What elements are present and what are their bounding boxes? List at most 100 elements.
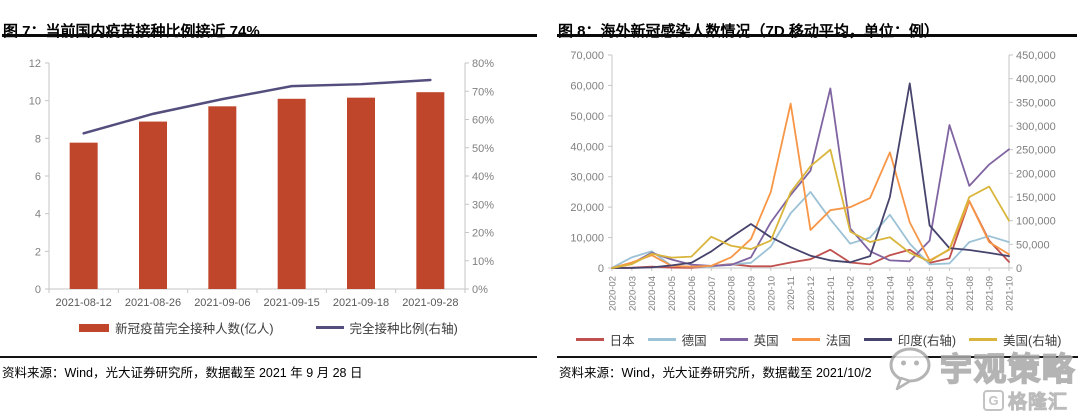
y-axis-label-left: 70,000 [570,50,604,62]
x-axis-label: 2020-06 [687,276,698,311]
watermark: 宇观策略 G 格隆汇 [880,338,1080,416]
series-line-美国(右轴) [611,148,1010,269]
x-axis-label: 2020-02 [608,276,619,311]
figure8-source-rule [557,356,1078,358]
legend-line-swatch [575,338,604,341]
x-axis-label: 2021-09-28 [402,297,458,309]
figure7-legend: 新冠疫苗完全接种人数(亿人) 完全接种比例(右轴) [0,318,537,337]
x-axis-label: 2021-08-26 [125,297,181,309]
y-axis-label-left: 10,000 [570,233,604,245]
x-axis-label: 2020-10 [766,276,777,311]
figure8-source: 资料来源：Wind，光大证券研究所，数据截至 2021/10/2 [559,366,872,380]
legend-line-swatch [791,338,820,341]
bar [416,92,445,289]
y-axis-label-right: 0 [1016,263,1022,275]
legend-line-swatch [315,326,344,329]
y-axis-label-right: 30% [472,199,494,211]
y-axis-label-left: 40,000 [570,141,604,153]
x-axis-label: 2020-03 [627,276,638,311]
gelonghui-icon: G [983,390,1004,411]
legend-item: 美国(右轴) [969,330,1061,349]
y-axis-label-left: 10 [29,96,41,108]
y-axis-label-right: 50% [472,143,494,155]
series-line-英国 [611,87,1010,269]
figure7-chart: 0 2 4 6 8 10 12 0% 10% 20% 30% 40% 50% 60% 70% 80% 2021-… [29,58,494,309]
x-axis-label: 2021-09-18 [333,297,389,309]
y-axis-label-left: 50,000 [570,111,604,123]
legend-label: 新冠疫苗完全接种人数(亿人) [115,322,274,336]
figure7-source: 资料来源：Wind，光大证券研究所，数据截至 2021 年 9 月 28 日 [2,366,363,380]
gelonghui-logo: G 格隆汇 [983,387,1068,414]
y-axis-label-right: 100,000 [1016,216,1056,228]
legend-item: 印度(右轴) [863,330,957,349]
legend-label: 日本 [609,334,635,348]
series-line-印度(右轴) [611,82,1010,269]
x-axis-label: 2021-09-06 [194,297,250,309]
legend-line-swatch [969,338,998,341]
y-axis-label-right: 50,000 [1016,239,1050,251]
figure8-title: 图 8：海外新冠感染人数情况（7D 移动平均，单位：例） [558,23,939,41]
legend-label: 美国(右轴) [1003,334,1062,348]
x-axis-label: 2021-03 [866,276,877,311]
legend-line-swatch [863,338,892,341]
y-axis-label-right: 250,000 [1016,145,1056,157]
figure8-legend: 日本 德国 英国 法国 印度(右轴) 美国(右轴) [557,330,1080,349]
legend-label: 印度(右轴) [897,334,957,348]
bar [208,106,237,289]
y-axis-label-left: 0 [598,263,604,275]
y-axis-label-right: 40% [472,171,494,183]
y-axis-label-right: 70% [472,86,494,98]
y-axis-label-left: 2 [35,246,41,258]
bar [347,97,375,289]
legend-label: 完全接种比例(右轴) [349,322,458,336]
x-axis-label: 2020-09 [746,276,757,311]
y-axis-label-right: 150,000 [1016,192,1056,204]
x-axis-label: 2021-06 [925,276,936,311]
legend-label: 法国 [825,334,851,348]
x-axis-label: 2021-02 [846,276,857,311]
y-axis-label-right: 400,000 [1016,74,1056,86]
y-axis-label-left: 60,000 [570,80,604,92]
y-axis-label-right: 350,000 [1016,97,1056,109]
x-axis-label: 2020-12 [806,276,817,311]
x-axis-label: 2020-04 [647,276,658,311]
legend-item: 日本 [575,330,635,349]
x-axis-label: 2020-07 [707,276,718,311]
figure8-chart: 0 10,000 20,000 30,000 40,000 50,000 60,000 70,… [570,50,1056,311]
figure8-title-rule [557,34,1077,37]
x-axis-label: 2020-11 [786,276,797,310]
bar [277,98,306,290]
bar [69,142,98,289]
x-axis-label: 2021-09 [985,276,996,311]
x-axis-label: 2021-08 [965,276,976,311]
x-axis-label: 2021-05 [905,276,916,311]
bar [139,121,167,290]
y-axis-label-left: 8 [35,133,41,145]
y-axis-label-left: 6 [35,171,41,183]
legend-line-swatch [647,338,676,341]
legend-item: 新冠疫苗完全接种人数(亿人) [79,318,274,337]
x-axis-label: 2021-10 [1005,276,1016,311]
y-axis-label-left: 12 [29,58,41,70]
legend-label: 德国 [681,334,707,348]
legend-bar-swatch [79,323,110,332]
x-axis-label: 2021-07 [945,276,956,311]
y-axis-label-left: 30,000 [570,172,604,184]
x-axis-label: 2020-05 [667,276,678,311]
legend-label: 英国 [753,334,779,348]
wechat-icon [889,347,931,391]
x-axis-label: 2021-09-15 [264,297,320,309]
y-axis-label-right: 60% [472,115,494,127]
y-axis-label-left: 0 [35,284,41,296]
watermark-title: 宇观策略 [939,350,1077,388]
y-axis-label-right: 20% [472,228,494,240]
gelonghui-label: 格隆汇 [1008,392,1069,414]
figure7-source-rule [0,356,537,358]
y-axis-label-left: 4 [35,209,41,221]
legend-item: 法国 [791,330,851,349]
legend-line-swatch [719,338,748,341]
figure7-title-rule [2,34,537,37]
ratio-line [82,78,432,135]
legend-item: 德国 [647,330,707,349]
